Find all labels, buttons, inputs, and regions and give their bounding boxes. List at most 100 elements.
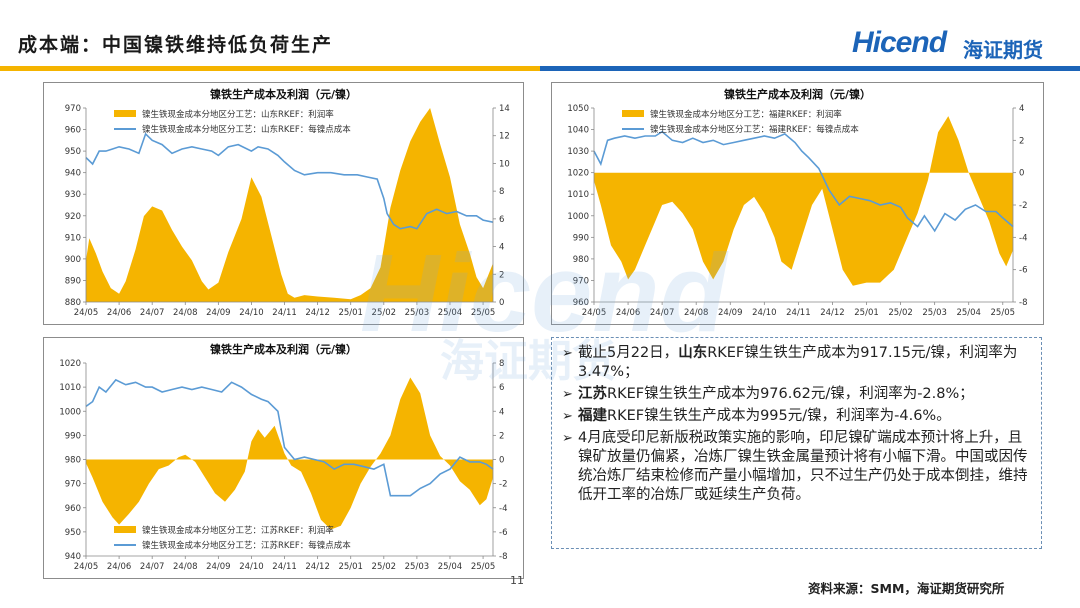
y-right-tick-label: 6 [499, 215, 504, 225]
y-left-tick-label: 960 [65, 126, 81, 136]
cost-line-series [85, 378, 494, 497]
chart-fujian: 镍铁生产成本及利润（元/镍） 960 970 980 990 1000 1010 1020 10… [567, 87, 1027, 318]
y-left-tick-label: 1010 [567, 190, 589, 200]
y-left-tick-label: 900 [65, 255, 81, 265]
y-right-tick-label: 8 [499, 359, 504, 369]
y-right-tick-label: -2 [1019, 201, 1027, 211]
y-left-tick-label: 880 [65, 298, 81, 308]
x-tick-label: 24/05 [582, 308, 607, 318]
y-right-tick-label: 6 [499, 383, 504, 393]
x-tick-label: 24/10 [239, 562, 263, 572]
x-tick-label: 24/07 [140, 562, 165, 572]
x-tick-label: 25/04 [438, 308, 463, 318]
bullet-text: 4月底受印尼新版税政策实施的影响，印尼镍矿端成本预计将上升，且镍矿放量仍偏紧，冶… [578, 430, 1028, 503]
y-left-tick-label: 970 [573, 276, 589, 286]
x-tick-label: 24/11 [272, 562, 297, 572]
chart-title: 镍铁生产成本及利润（元/镍） [210, 87, 357, 101]
x-tick-label: 24/06 [107, 308, 132, 318]
y-left-tick-label: 980 [573, 255, 589, 265]
y-right-tick-label: 2 [499, 431, 504, 441]
chart-title: 镍铁生产成本及利润（元/镍） [724, 87, 871, 101]
logo-chinese-name: 海证期货 [963, 38, 1043, 62]
x-tick-label: 24/10 [752, 308, 777, 318]
bullet-text: RKEF镍生铁生产成本为995元/镍，利润率为-4.6%。 [607, 408, 951, 424]
y-left-tick-label: 960 [573, 298, 589, 308]
y-left-tick-label: 950 [65, 147, 81, 157]
y-left-tick-label: 920 [65, 212, 81, 222]
x-tick-label: 24/09 [206, 308, 231, 318]
bullet-item: ➢ 截止5月22日，山东RKEF镍生铁生产成本为917.15元/镍，利润率为3.… [562, 344, 1033, 382]
y-right-tick-label: 14 [499, 104, 510, 114]
bullet-text: RKEF镍生铁生产成本为917.15元/镍，利润率为3.47%； [578, 345, 1018, 380]
page-number: 11 [510, 574, 524, 587]
y-left-tick-label: 890 [65, 276, 81, 286]
chart-title: 镍铁生产成本及利润（元/镍） [210, 342, 357, 356]
arrow-bullet-icon: ➢ [562, 431, 573, 446]
commentary-box: ➢ 截止5月22日，山东RKEF镍生铁生产成本为917.15元/镍，利润率为3.… [551, 337, 1042, 549]
logo-wordmark: Hicend [852, 26, 947, 59]
source-note: 资料来源：SMM，海证期货研究所 [808, 581, 1005, 596]
y-right-tick-label: 4 [499, 243, 504, 253]
y-left-tick-label: 930 [65, 190, 81, 200]
y-right-tick-label: 2 [499, 270, 504, 280]
y-left-tick-label: 990 [65, 431, 81, 441]
y-left-tick-label: 990 [573, 233, 589, 243]
bullet-region: 福建 [578, 408, 607, 424]
bullet-text: RKEF镍生铁生产成本为976.62元/镍，利润率为-2.8%； [607, 386, 974, 402]
y-right-tick-label: -4 [499, 504, 507, 514]
y-right-tick-label: 10 [499, 159, 510, 169]
y-left-tick-label: 950 [65, 528, 81, 538]
y-right-tick-label: 8 [499, 187, 504, 197]
x-tick-label: 24/08 [173, 308, 198, 318]
y-right-tick-label: 0 [499, 456, 504, 466]
chart-panel-fujian: 镍铁生产成本及利润（元/镍） 960 970 980 990 1000 1010 1020 10… [551, 82, 1044, 325]
y-left-tick-label: 940 [65, 169, 81, 179]
x-tick-label: 24/08 [684, 308, 709, 318]
x-tick-label: 24/10 [239, 308, 263, 318]
y-right-tick-label: 4 [499, 407, 504, 417]
chart-jiangsu: 镍铁生产成本及利润（元/镍） 940 950 960 970 980 990 1000 1010… [59, 342, 507, 572]
page-title: 成本端：中国镍铁维持低负荷生产 [18, 34, 334, 56]
chart-panel-jiangsu: 镍铁生产成本及利润（元/镍） 940 950 960 970 980 990 1000 1010… [43, 337, 524, 579]
x-tick-label: 24/07 [650, 308, 675, 318]
y-left-tick-label: 1020 [59, 359, 81, 369]
y-right-tick-label: 0 [1019, 169, 1024, 179]
y-left-tick-label: 1040 [567, 126, 589, 136]
legend-swatch-area [114, 526, 136, 533]
y-left-tick-label: 1000 [567, 212, 589, 222]
y-right-tick-label: -6 [499, 528, 507, 538]
x-tick-label: 25/03 [922, 308, 947, 318]
y-left-tick-label: 1010 [59, 383, 81, 393]
x-tick-label: 24/12 [305, 308, 330, 318]
bullet-item: ➢ 福建RKEF镍生铁生产成本为995元/镍，利润率为-4.6%。 [562, 407, 1033, 426]
chart-shandong: 镍铁生产成本及利润（元/镍） 880 890 900 910 920 930 940 950 96… [65, 87, 510, 318]
x-tick-label: 24/11 [272, 308, 297, 318]
header-band-blue [540, 66, 1080, 71]
y-right-tick-label: 4 [1019, 104, 1024, 114]
x-tick-label: 24/06 [107, 562, 132, 572]
y-left-tick-label: 980 [65, 456, 81, 466]
y-left-tick-label: 1050 [567, 104, 589, 114]
x-tick-label: 24/12 [305, 562, 330, 572]
legend-swatch-area [622, 110, 644, 117]
arrow-bullet-icon: ➢ [562, 387, 573, 402]
y-right-tick-label: -6 [1019, 266, 1027, 276]
legend-label: 镍生铁现金成本分地区分工艺：江苏RKEF：利润率 [142, 525, 334, 536]
profit-area-series [594, 116, 1013, 286]
x-tick-label: 24/12 [820, 308, 845, 318]
y-right-tick-label: 2 [1019, 136, 1024, 146]
x-tick-label: 25/04 [956, 308, 981, 318]
legend-swatch-area [114, 110, 136, 117]
x-tick-label: 25/01 [338, 308, 363, 318]
legend-label: 镍生铁现金成本分地区分工艺：江苏RKEF：每镍点成本 [142, 540, 351, 551]
y-left-tick-label: 940 [65, 552, 81, 562]
legend-label: 镍生铁现金成本分地区分工艺：福建RKEF：每镍点成本 [650, 124, 859, 135]
header-band-yellow [0, 66, 540, 71]
y-left-tick-label: 910 [65, 233, 81, 243]
legend-label: 镍生铁现金成本分地区分工艺：山东RKEF：利润率 [142, 109, 334, 120]
x-tick-label: 25/02 [372, 562, 397, 572]
x-tick-label: 24/09 [718, 308, 743, 318]
bullet-region: 山东 [678, 345, 708, 361]
y-left-tick-label: 970 [65, 104, 81, 114]
x-tick-label: 25/01 [854, 308, 879, 318]
